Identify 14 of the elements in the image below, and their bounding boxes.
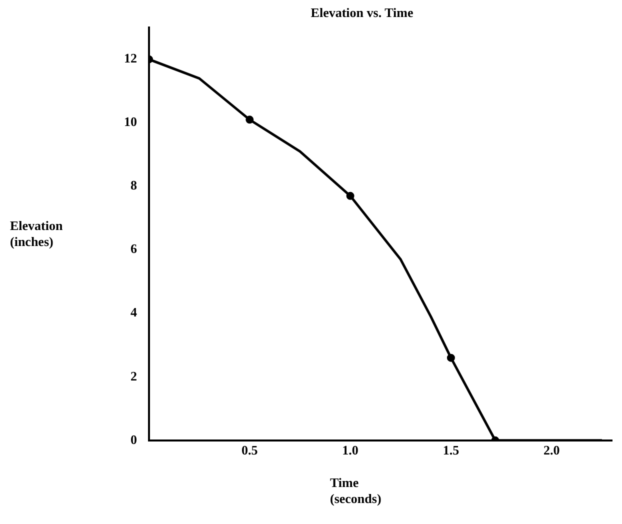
y-tick-label: 12 xyxy=(124,50,137,66)
y-tick-label: 2 xyxy=(130,368,137,384)
x-axis-title: Time (seconds) xyxy=(330,475,382,507)
y-tick-label: 6 xyxy=(130,241,138,256)
x-tick-label: 2.0 xyxy=(543,442,560,458)
y-tick-label: 0 xyxy=(130,432,137,447)
y-axis-title: Elevation (inches) xyxy=(10,218,63,250)
y-tick-label: 10 xyxy=(124,114,137,130)
y-tick-label: 8 xyxy=(130,178,138,193)
x-tick-label: 1.0 xyxy=(342,442,358,458)
x-tick-label: 1.5 xyxy=(442,442,460,458)
y-tick-label: 4 xyxy=(130,304,138,320)
x-tick-label: 0.5 xyxy=(242,442,258,458)
chart-title: Elevation vs. Time xyxy=(310,5,414,20)
